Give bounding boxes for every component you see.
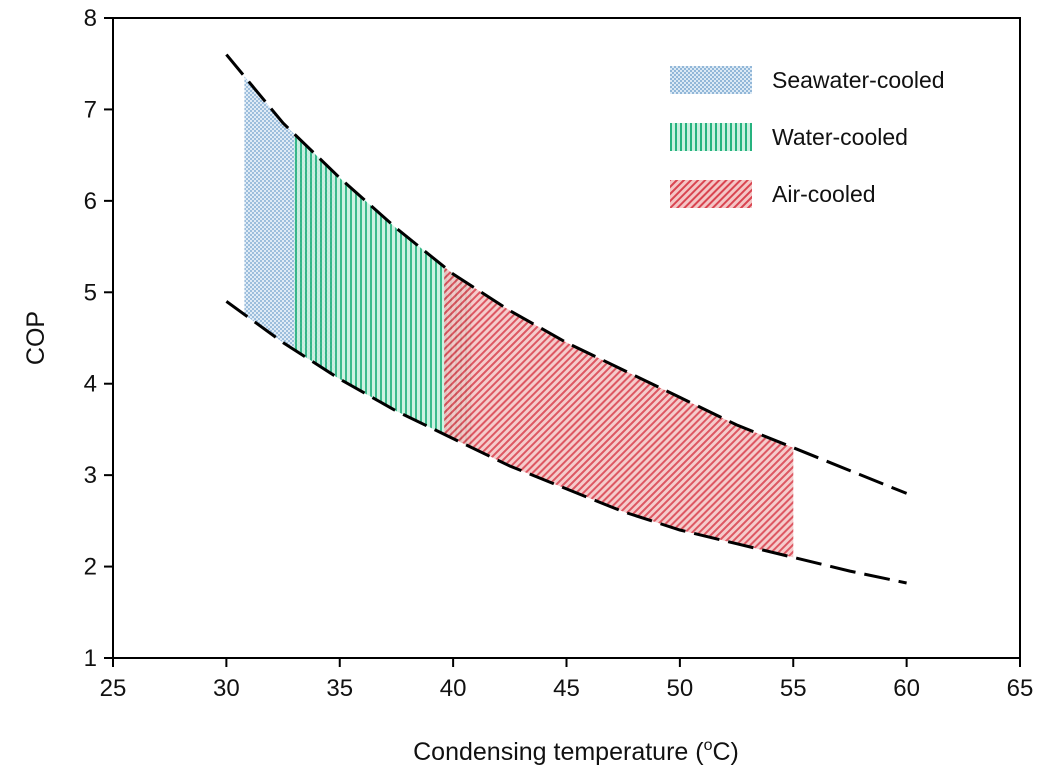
y-tick-label: 6: [84, 188, 97, 215]
x-axis-label-celsius: C): [712, 738, 738, 766]
x-axis-ticks: 25 30 35 40 45 50 55 60 65: [100, 658, 1034, 702]
x-tick-label: 40: [440, 675, 467, 702]
y-tick-label: 4: [84, 371, 97, 398]
legend: Seawater-cooled Water-cooled Air-cooled: [670, 66, 945, 208]
x-tick-label: 65: [1007, 675, 1034, 702]
legend-swatch: [670, 180, 752, 208]
y-tick-label: 1: [84, 645, 97, 672]
y-tick-label: 7: [84, 96, 97, 123]
y-tick-label: 3: [84, 462, 97, 489]
x-axis-label-degree: o: [704, 737, 713, 754]
legend-label: Water-cooled: [772, 124, 908, 150]
legend-label: Seawater-cooled: [772, 67, 945, 93]
region-water-cooled: [294, 134, 472, 448]
region-air-cooled: [444, 266, 794, 558]
legend-swatch: [670, 66, 752, 94]
y-tick-label: 8: [84, 5, 97, 32]
y-tick-label: 2: [84, 554, 97, 581]
x-tick-label: 30: [213, 675, 240, 702]
x-tick-label: 25: [100, 675, 127, 702]
x-tick-label: 35: [326, 675, 353, 702]
x-tick-label: 60: [893, 675, 920, 702]
region-layer: [244, 76, 794, 558]
y-tick-label: 5: [84, 279, 97, 306]
lower-boundary-curve: [225, 300, 907, 585]
x-tick-label: 55: [780, 675, 807, 702]
x-axis-label-main: Condensing temperature (: [413, 738, 704, 766]
legend-label: Air-cooled: [772, 181, 876, 207]
y-axis-ticks: 1 2 3 4 5 6 7 8: [84, 5, 113, 672]
x-axis-label: Condensing temperature (oC): [413, 737, 739, 766]
y-axis-label: COP: [22, 311, 50, 365]
legend-swatch: [670, 123, 752, 151]
x-tick-label: 50: [667, 675, 694, 702]
x-tick-label: 45: [553, 675, 580, 702]
boundary-curve-layer: [225, 53, 908, 585]
